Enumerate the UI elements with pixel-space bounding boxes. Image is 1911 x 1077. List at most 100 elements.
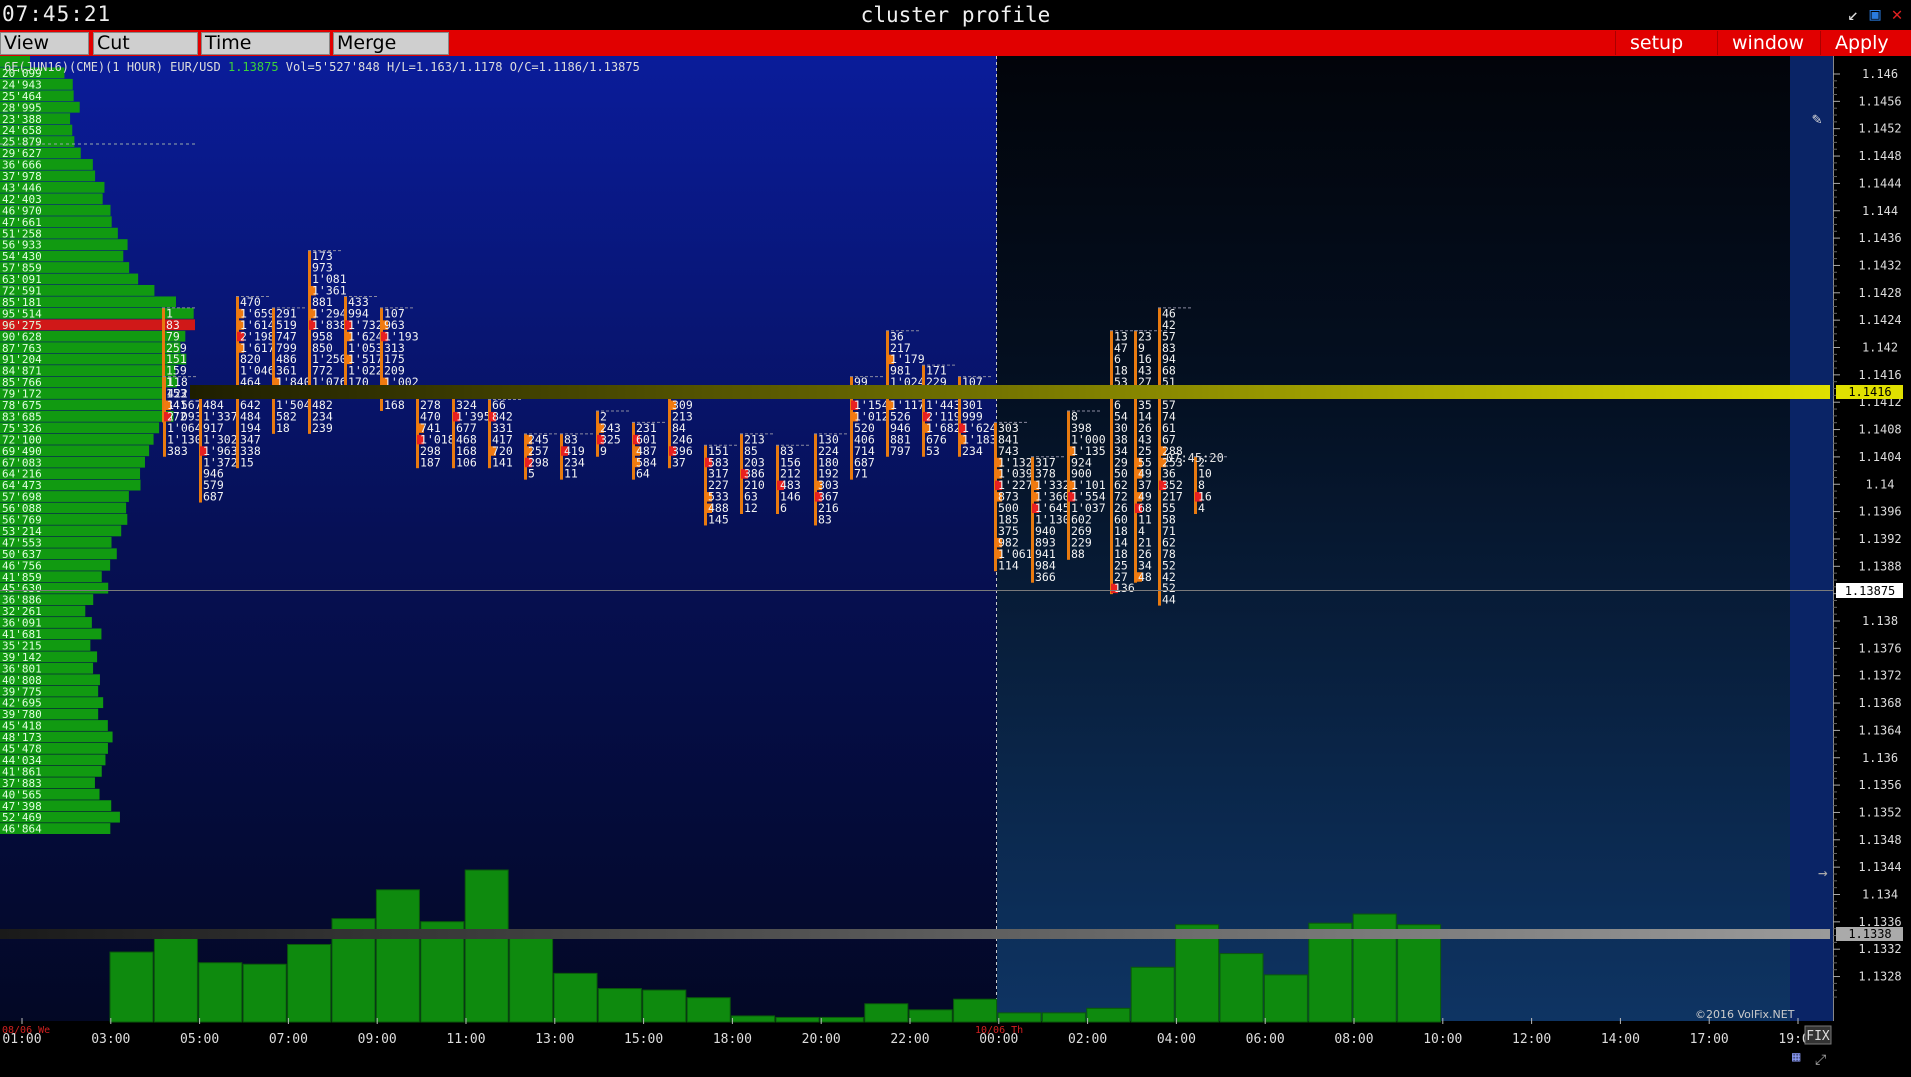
cluster-cell: 10	[1198, 467, 1212, 481]
profile-bar	[0, 342, 181, 354]
cluster-cell: 642	[240, 398, 261, 412]
profile-volume-label: 25'879	[2, 136, 42, 149]
cluster-cell: 37	[672, 455, 686, 469]
cluster-cell: 180	[818, 455, 839, 469]
view-dom-button[interactable]: View DOM	[0, 32, 89, 75]
cluster-cell: 317	[708, 467, 729, 481]
cell-highlight	[561, 446, 568, 456]
close-icon[interactable]: ✕	[1891, 4, 1903, 25]
cluster-cell: 488	[708, 501, 729, 515]
cluster-cell: 584	[636, 455, 657, 469]
volume-bar	[287, 943, 332, 1023]
price-tick-label: 1.1456	[1858, 94, 1901, 108]
toolbar: View DOM Cut Breaks Time Interval Merge …	[0, 30, 1911, 75]
cluster-cell: 375	[998, 524, 1019, 538]
price-tick-label: 1.134	[1862, 888, 1898, 902]
cluster-cell: 11	[564, 467, 578, 481]
cluster-chart[interactable]: 20'09924'94325'46428'99523'38824'65825'8…	[0, 56, 1911, 1077]
cluster-cell: 4	[1138, 524, 1145, 538]
profile-bar	[0, 525, 122, 537]
merge-contracts-button[interactable]: Merge Contr	[333, 32, 449, 75]
profile-volume-label: 35'215	[2, 639, 42, 652]
cluster-cell: 850	[312, 341, 333, 355]
price-axis-panel	[1833, 56, 1911, 1077]
arrow-right-icon[interactable]: →	[1818, 863, 1828, 882]
profile-volume-label: 47'398	[2, 800, 42, 813]
cluster-cell: 468	[456, 432, 477, 446]
profile-bar	[0, 617, 92, 628]
price-tick-label: 1.1408	[1858, 423, 1901, 437]
cell-highlight	[597, 423, 604, 433]
window-button[interactable]: window	[1717, 31, 1809, 55]
fix-button[interactable]	[1804, 1025, 1832, 1045]
cluster-cell: 291	[276, 306, 297, 320]
profile-bar	[0, 262, 130, 273]
cluster-cell: 68	[1162, 364, 1176, 378]
cell-highlight	[237, 308, 244, 319]
cluster-column: 1739731'0811'3618811'2941'8389588501'250…	[308, 249, 347, 435]
cell-highlight	[164, 400, 171, 410]
cluster-cell: 2'119	[926, 409, 961, 423]
cluster-cell: 1'294	[312, 306, 347, 320]
grid-icon[interactable]: ▦	[1792, 1049, 1801, 1065]
cluster-cell: 324	[456, 398, 477, 412]
cluster-cell: 1'132	[998, 455, 1033, 469]
cluster-cell: 1'302	[203, 432, 238, 446]
cluster-cell: 1'012	[854, 409, 889, 423]
setup-button[interactable]: setup	[1615, 31, 1697, 55]
cluster-cell: 168	[384, 398, 405, 412]
cluster-cell: 187	[420, 455, 441, 469]
cluster-cell: 6	[780, 501, 787, 515]
cluster-cell: 526	[890, 409, 911, 423]
cell-highlight	[995, 480, 1002, 491]
maximize-icon[interactable]: ▣	[1869, 4, 1881, 25]
column-bar	[488, 399, 491, 469]
cluster-cell: 146	[780, 490, 801, 504]
cluster-cell: 1'039	[998, 467, 1033, 481]
cluster-cell: 47	[1114, 341, 1128, 355]
profile-volume-label: 46'970	[2, 204, 42, 217]
profile-bar	[0, 731, 113, 743]
cluster-cell: 984	[1035, 558, 1056, 572]
profile-bar	[0, 594, 94, 605]
profile-bar	[0, 330, 186, 342]
volume-bar	[1397, 924, 1442, 1023]
profile-bar	[0, 159, 93, 170]
cluster-cell: 15	[240, 455, 254, 469]
expand-icon[interactable]: ⤢	[1815, 1052, 1826, 1068]
cluster-cell: 1'360	[1035, 490, 1070, 504]
cluster-cell: 361	[276, 364, 297, 378]
cell-highlight	[345, 331, 352, 342]
minimize-icon[interactable]: ↙	[1847, 4, 1859, 25]
cluster-cell: 881	[890, 432, 911, 446]
column-bar	[850, 376, 853, 480]
apply-button[interactable]: Apply	[1820, 31, 1911, 55]
cluster-cell: 714	[854, 444, 875, 458]
time-tick-label: 02:00	[1068, 1032, 1107, 1047]
cluster-cell: 1'227	[998, 478, 1033, 492]
cluster-cell: 35	[1138, 398, 1152, 412]
cluster-cell: 94	[1162, 352, 1176, 366]
cluster-cell: 924	[1071, 455, 1092, 469]
cluster-cell: 259	[166, 341, 187, 355]
time-tick-label: 11:00	[446, 1032, 485, 1047]
column-bar	[668, 388, 671, 469]
cluster-cell: 1'053	[348, 341, 383, 355]
cluster-cell: 999	[962, 409, 983, 423]
cluster-cell: 18	[1114, 547, 1128, 561]
cluster-cell: 470	[240, 295, 261, 309]
column-bar	[814, 433, 817, 526]
time-interval-button[interactable]: Time Interval	[201, 32, 330, 75]
cell-highlight	[381, 377, 388, 388]
cluster-cell: 1'179	[890, 352, 925, 366]
pencil-icon[interactable]: ✎	[1812, 109, 1822, 128]
cut-breaks-button[interactable]: Cut Breaks	[93, 32, 198, 75]
profile-bar	[0, 491, 129, 502]
cluster-cell: 941	[1035, 547, 1056, 561]
cluster-cell: 946	[890, 421, 911, 435]
